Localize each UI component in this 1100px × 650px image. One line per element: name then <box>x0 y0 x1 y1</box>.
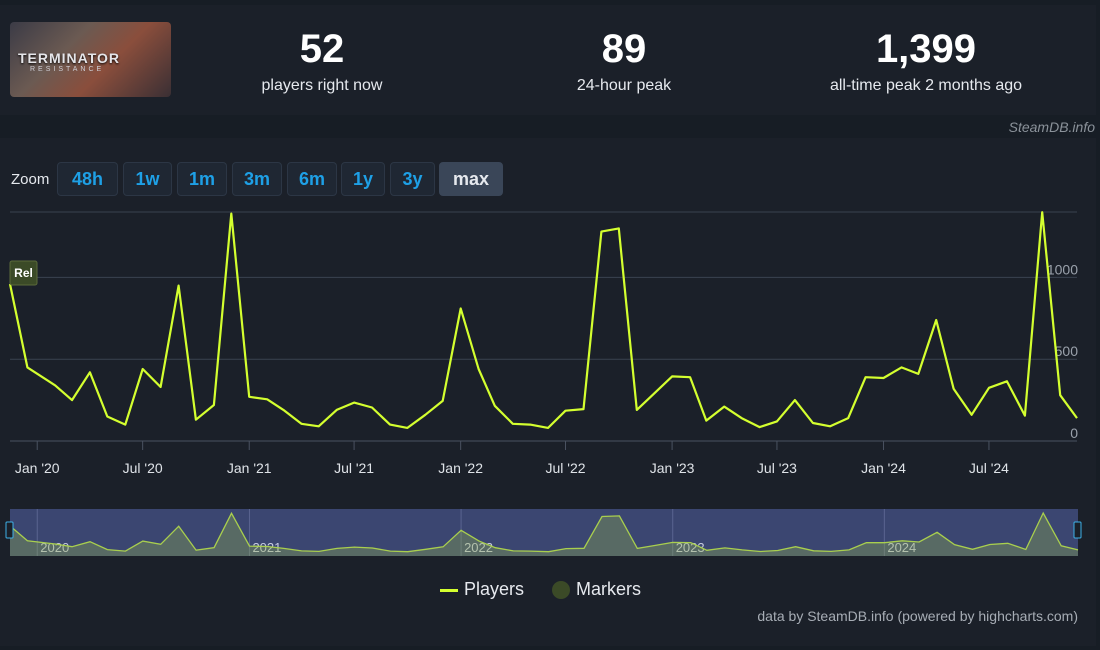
stat-value: 1,399 <box>875 27 977 71</box>
zoom-1y-button[interactable]: 1y <box>341 162 385 196</box>
zoom-1w-button[interactable]: 1w <box>123 162 172 196</box>
x-tick-label: Jul '20 <box>123 460 163 476</box>
steamdb-credit-link[interactable]: SteamDB.info <box>1008 119 1095 135</box>
players-legend-symbol <box>440 588 458 592</box>
release-marker[interactable]: Rel <box>9 260 38 286</box>
x-tick-label: Jan '21 <box>227 460 272 476</box>
stat-value: 89 <box>601 27 647 71</box>
x-tick-label: Jul '21 <box>334 460 374 476</box>
zoom-label: Zoom <box>11 171 50 188</box>
zoom-48h-button[interactable]: 48h <box>57 162 118 196</box>
stat-label: 24-hour peak <box>576 77 672 94</box>
zoom-6m-button[interactable]: 6m <box>287 162 337 196</box>
x-tick-label: Jan '23 <box>650 460 695 476</box>
navigator-selection <box>10 509 1078 556</box>
stat-label: all-time peak 2 months ago <box>829 77 1023 94</box>
navigator-area <box>10 513 1078 556</box>
game-logo-subtitle: RESISTANCE <box>30 66 105 73</box>
stat-value: 52 <box>299 27 345 71</box>
navigator-year-label: 2023 <box>676 540 705 555</box>
x-tick-label: Jul '24 <box>969 460 1009 476</box>
stats-bar: TERMINATOR RESISTANCE 52 players right n… <box>0 5 1096 115</box>
markers-legend-symbol <box>552 581 570 600</box>
stat-24h-peak: 89 24-hour peak <box>524 27 724 95</box>
x-tick-label: Jan '22 <box>438 460 483 476</box>
stat-current-players: 52 players right now <box>222 27 422 95</box>
game-logo-title: TERMINATOR <box>18 50 121 66</box>
legend-label: Players <box>464 579 525 599</box>
legend-item-players[interactable]: Players <box>440 579 524 600</box>
highcharts-credit-link[interactable]: data by SteamDB.info (powered by highcha… <box>757 608 1078 624</box>
release-marker-label: Rel <box>14 266 33 280</box>
y-tick-label: 0 <box>1070 425 1078 441</box>
zoom-3m-button[interactable]: 3m <box>232 162 282 196</box>
x-tick-label: Jul '22 <box>545 460 585 476</box>
navigator[interactable]: 2020 2021 2022 2023 2024 <box>5 509 1082 556</box>
legend-item-markers[interactable]: Markers <box>552 579 641 600</box>
game-cover-image[interactable]: TERMINATOR RESISTANCE <box>10 22 171 97</box>
y-tick-label: 500 <box>1055 343 1079 359</box>
navigator-line <box>9 511 1079 553</box>
zoom-max-button[interactable]: max <box>439 162 503 196</box>
y-axis-ticks: 0 500 1000 <box>1047 261 1078 441</box>
x-tick-label: Jan '24 <box>861 460 906 476</box>
x-tick-label: Jul '23 <box>757 460 797 476</box>
chart-grid <box>10 211 1077 442</box>
navigator-year-label: 2024 <box>887 540 916 555</box>
release-marker-box <box>9 260 38 286</box>
x-axis-ticks: Jan '20 Jul '20 Jan '21 Jul '21 Jan '22 Jul '… <box>15 441 1009 476</box>
stat-label: players right now <box>261 77 383 94</box>
zoom-3y-button[interactable]: 3y <box>390 162 435 196</box>
players-series-line[interactable] <box>8 211 1078 429</box>
navigator-left-handle <box>5 521 14 539</box>
stat-all-time-peak: 1,399 all-time peak 2 months ago <box>796 27 1056 95</box>
zoom-1m-button[interactable]: 1m <box>177 162 227 196</box>
x-tick-label: Jan '20 <box>15 460 60 476</box>
navigator-year-label: 2021 <box>252 540 281 555</box>
chart-panel <box>0 138 1096 646</box>
navigator-right-handle <box>1073 521 1082 539</box>
y-tick-label: 1000 <box>1047 261 1078 277</box>
legend-label: Markers <box>576 579 642 599</box>
